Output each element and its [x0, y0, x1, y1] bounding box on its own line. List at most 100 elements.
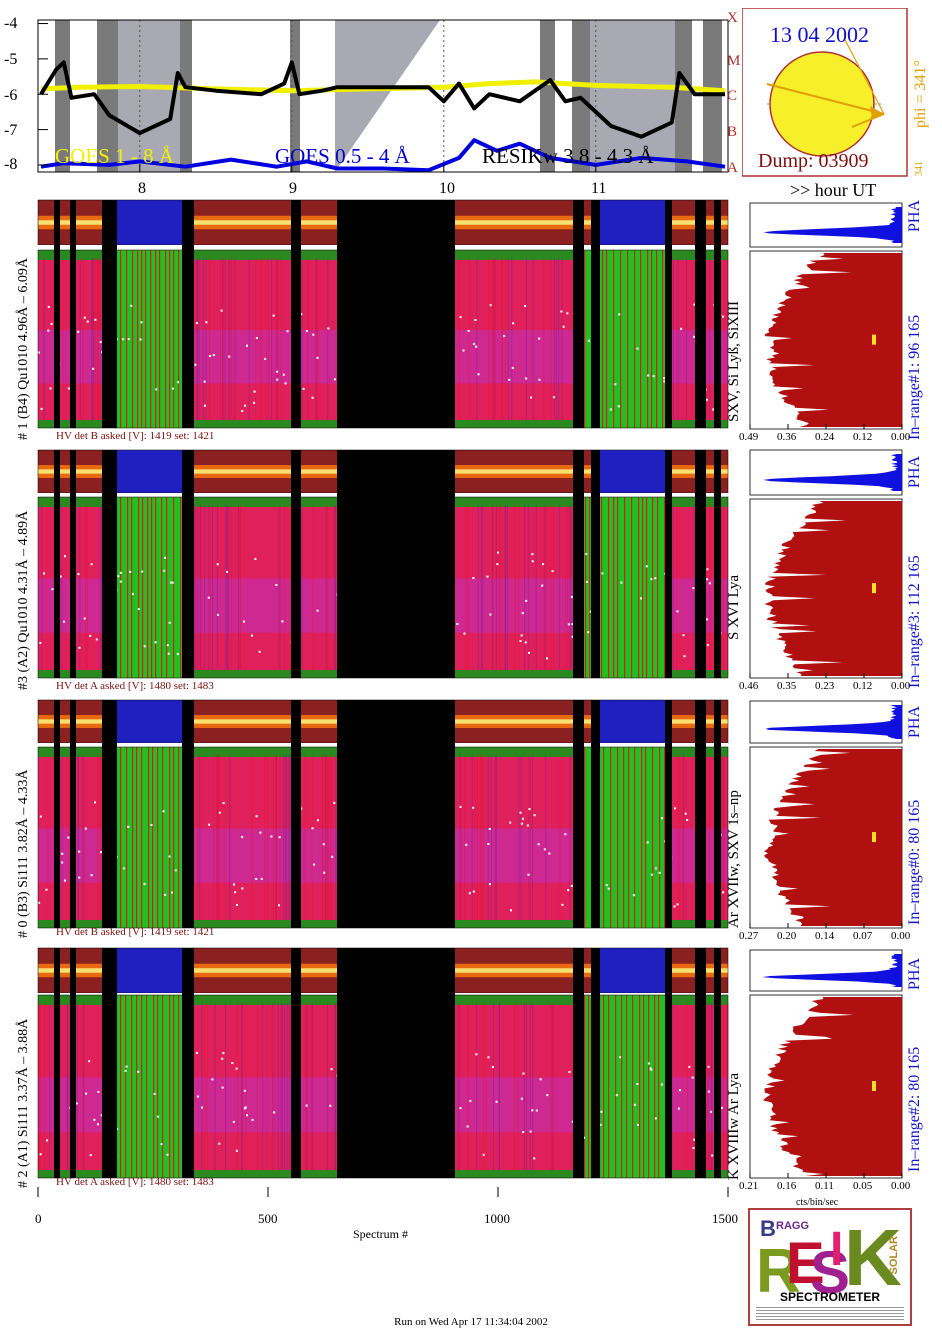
profile-tick-label: 0.27 — [739, 930, 759, 942]
heatmap-streak — [493, 1003, 494, 1170]
heatmap-streak — [558, 258, 560, 420]
heatmap-line — [652, 497, 654, 678]
heatmap-line — [173, 250, 175, 428]
cts-axis-title: cts/bin/sec — [796, 1197, 839, 1208]
heatmap-line — [626, 995, 628, 1178]
heatmap-streak — [276, 755, 277, 920]
heatmap-streak — [493, 258, 495, 420]
heatmap-speck — [564, 833, 567, 836]
hv-label-3: HV det A asked [V]: 1480 set: 1483 — [56, 680, 214, 692]
heatmap-speck — [620, 581, 623, 584]
heatmap-streak — [326, 1003, 328, 1170]
heatmap-speck — [276, 370, 279, 373]
heatmap-speck — [488, 883, 491, 886]
heatmap-line — [136, 747, 138, 928]
heatmap-speck — [570, 884, 573, 887]
heatmap-speck — [226, 570, 229, 573]
heatmap-speck — [520, 822, 523, 825]
heatmap-speck — [196, 322, 198, 325]
heatmap-speck — [243, 620, 245, 623]
heatmap-speck — [472, 806, 475, 809]
heatmap-speck — [168, 855, 171, 858]
heatmap-streak — [543, 258, 545, 420]
heatmap-speck — [682, 634, 685, 637]
data-gap-bar — [665, 948, 672, 1178]
heatmap-speck — [171, 581, 174, 584]
heatmap-streak — [723, 755, 725, 920]
heatmap-streak — [286, 755, 287, 920]
heatmap-speck — [640, 597, 642, 600]
heatmap-speck — [524, 305, 527, 307]
heatmap-streak — [532, 1003, 534, 1170]
heatmap-speck — [167, 652, 170, 655]
heatmap-speck — [567, 623, 570, 626]
heatmap-streak — [202, 258, 204, 420]
heatmap-speck — [585, 553, 588, 555]
heatmap-speck — [571, 635, 574, 638]
data-gap-bar — [102, 948, 117, 1178]
heatmap-line — [645, 747, 647, 928]
heatmap-speck — [234, 891, 237, 894]
heatmap-streak — [205, 258, 207, 420]
sun-disk — [769, 51, 875, 157]
heatmap-speck — [205, 321, 208, 324]
heatmap-streak — [216, 505, 218, 670]
heatmap-speck — [323, 871, 326, 874]
heatmap-speck — [137, 1070, 140, 1073]
heatmap-speck — [663, 377, 666, 380]
sun-panel: 13 04 2002 Dump: 03909 — [742, 8, 910, 178]
heatmap-streak — [543, 505, 545, 670]
saa-band — [97, 20, 118, 172]
heatmap-streak — [275, 755, 277, 920]
goes-plot-svg — [37, 19, 729, 173]
profile-tick-label: 0.00 — [891, 1180, 911, 1192]
heatmap-speck — [658, 871, 661, 874]
heatmap-speck — [258, 650, 261, 653]
heatmap-speck — [650, 873, 653, 876]
data-gap-bar — [54, 450, 60, 678]
heatmap-streak — [569, 755, 571, 920]
heatmap-streak — [266, 755, 268, 920]
heatmap-line — [652, 747, 654, 928]
heatmap-speck — [243, 1107, 246, 1110]
pha-box — [749, 202, 903, 248]
heatmap-streak — [711, 1003, 713, 1170]
count-profile — [764, 253, 902, 427]
heatmap-speck — [241, 887, 244, 890]
heatmap-streak — [567, 505, 569, 670]
pha-profile — [761, 954, 902, 987]
heatmap-streak — [234, 258, 236, 420]
heatmap-speck — [39, 641, 42, 644]
pha-blue-region — [117, 948, 182, 993]
data-gap-bar — [714, 200, 721, 428]
heatmap-streak — [226, 505, 228, 670]
heatmap-speck — [688, 1065, 691, 1068]
heatmap-speck — [253, 401, 255, 404]
heatmap-speck — [270, 835, 273, 838]
heatmap-speck — [589, 610, 592, 613]
heatmap-streak — [524, 505, 526, 670]
heatmap-speck — [551, 570, 554, 573]
heatmap-speck — [469, 1100, 472, 1102]
heatmap-line — [132, 747, 134, 928]
heatmap-speck — [92, 367, 95, 370]
heatmap-line — [613, 250, 615, 428]
heatmap-speck — [143, 883, 146, 885]
heatmap-streak — [82, 258, 84, 420]
heatmap-streak — [216, 755, 218, 920]
heatmap-speck — [706, 568, 709, 571]
heatmap-streak — [517, 1003, 519, 1170]
heatmap-streak — [222, 258, 224, 420]
logo-caption: SPECTROMETER — [779, 1290, 880, 1304]
heatmap-streak — [327, 505, 329, 670]
pha-box — [749, 949, 903, 992]
heatmap-speck — [63, 620, 65, 623]
heatmap-speck — [166, 644, 169, 647]
heatmap-streak — [550, 258, 552, 420]
heatmap-line — [588, 995, 590, 1178]
data-gap-bar — [573, 450, 584, 678]
heatmap-streak — [710, 505, 712, 670]
heatmap-speck — [686, 819, 689, 821]
heatmap-speck — [496, 563, 499, 566]
heatmap-speck — [254, 557, 257, 560]
